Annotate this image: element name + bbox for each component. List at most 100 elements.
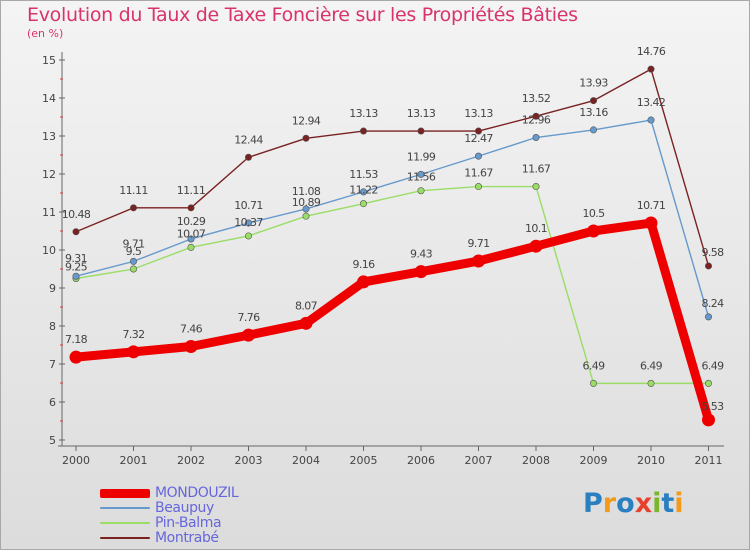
data-label: 13.13 xyxy=(464,107,493,120)
data-point xyxy=(72,272,80,280)
data-point xyxy=(69,350,83,364)
legend-swatch xyxy=(100,507,150,509)
data-label: 12.96 xyxy=(522,114,551,127)
data-label: 13.16 xyxy=(579,106,608,119)
data-point xyxy=(72,228,80,236)
x-tick-label: 2005 xyxy=(350,454,378,467)
chart-subtitle: (en %) xyxy=(27,27,64,40)
legend-label: Pin-Balma xyxy=(155,515,222,531)
data-point xyxy=(589,126,597,134)
data-label: 10.71 xyxy=(234,199,263,212)
x-tick-label: 2004 xyxy=(292,454,320,467)
data-label: 9.16 xyxy=(352,258,375,271)
data-label: 6.49 xyxy=(701,359,724,372)
series-line-beaupuy xyxy=(75,119,710,318)
x-tick-label: 2006 xyxy=(407,454,435,467)
data-label: 11.22 xyxy=(349,184,378,197)
legend-item-mondouzil: MONDOUZIL xyxy=(100,485,239,501)
data-label: 10.89 xyxy=(292,196,321,209)
data-label: 5.53 xyxy=(701,400,724,413)
data-label: 6.49 xyxy=(640,359,663,372)
data-label: 11.08 xyxy=(292,185,321,198)
data-label: 9.58 xyxy=(701,246,724,259)
y-tick-label: 11 xyxy=(42,206,56,219)
chart-title: Evolution du Taux de Taxe Foncière sur l… xyxy=(27,4,578,26)
legend-item-pin-balma: Pin-Balma xyxy=(100,515,222,531)
logo-letter: P xyxy=(583,488,603,519)
legend-swatch xyxy=(100,522,150,524)
data-label: 13.42 xyxy=(637,96,666,109)
data-point xyxy=(532,134,540,142)
series-line-montrabé xyxy=(75,68,710,267)
data-label: 11.53 xyxy=(349,168,378,181)
legend-label: Montrabé xyxy=(155,530,219,546)
data-point xyxy=(245,219,253,227)
y-tick-label: 8 xyxy=(49,320,56,333)
logo-letter: i xyxy=(674,488,684,519)
data-point xyxy=(184,340,198,354)
data-point xyxy=(474,152,482,160)
data-point xyxy=(359,200,367,208)
logo-letter: r xyxy=(602,488,617,519)
data-label: 7.18 xyxy=(65,333,88,346)
data-label: 13.13 xyxy=(407,107,436,120)
x-tick-label: 2003 xyxy=(235,454,263,467)
data-label: 10.29 xyxy=(177,215,206,228)
x-tick-label: 2001 xyxy=(120,454,148,467)
data-label: 14.76 xyxy=(637,45,666,58)
legend-item-beaupuy: Beaupuy xyxy=(100,500,214,516)
data-point xyxy=(474,183,482,191)
data-point xyxy=(587,224,600,238)
y-tick-label: 14 xyxy=(42,92,56,105)
data-point xyxy=(187,235,195,243)
data-label: 8.24 xyxy=(701,297,724,310)
legend-label: Beaupuy xyxy=(155,500,214,516)
data-label: 11.11 xyxy=(119,184,148,197)
data-label: 11.67 xyxy=(522,163,551,176)
data-label: 13.93 xyxy=(579,77,608,90)
data-label: 9.43 xyxy=(410,248,433,261)
data-point xyxy=(704,313,712,321)
data-label: 13.52 xyxy=(522,92,551,105)
data-label: 10.5 xyxy=(582,207,605,220)
data-point xyxy=(532,183,540,191)
series-line-pin-balma xyxy=(75,185,710,385)
y-tick-label: 9 xyxy=(49,282,56,295)
data-label: 10.37 xyxy=(234,216,263,229)
data-label: 10.1 xyxy=(525,222,547,235)
data-point xyxy=(245,153,253,161)
data-point xyxy=(417,187,425,195)
x-tick-label: 2010 xyxy=(637,454,665,467)
y-tick-label: 5 xyxy=(49,434,56,447)
data-label: 11.56 xyxy=(407,171,436,184)
logo-letter: t xyxy=(661,488,675,519)
data-point xyxy=(302,134,310,142)
data-point xyxy=(359,188,367,196)
data-label: 10.48 xyxy=(62,208,91,221)
data-point xyxy=(417,127,425,135)
data-point xyxy=(647,116,655,124)
x-tick-label: 2007 xyxy=(465,454,493,467)
data-point xyxy=(704,262,712,270)
data-point xyxy=(302,212,310,220)
legend-item-montrabe: Montrabé xyxy=(100,530,219,546)
y-tick-label: 6 xyxy=(49,396,56,409)
data-point xyxy=(357,275,370,289)
data-point xyxy=(704,379,712,387)
proxiti-logo: Proxiti xyxy=(583,488,684,519)
data-point xyxy=(130,257,138,265)
data-point xyxy=(532,112,540,120)
data-label: 9.71 xyxy=(467,237,489,250)
x-tick-label: 2002 xyxy=(177,454,205,467)
data-point xyxy=(359,127,367,135)
legend-swatch xyxy=(100,537,150,539)
data-point xyxy=(474,127,482,135)
data-point xyxy=(647,379,655,387)
data-label: 12.44 xyxy=(234,133,263,146)
data-point xyxy=(414,265,428,279)
logo-letter: o xyxy=(616,488,635,519)
legend-label: MONDOUZIL xyxy=(155,485,239,501)
data-label: 10.71 xyxy=(637,199,666,212)
data-label: 9.25 xyxy=(65,261,88,274)
